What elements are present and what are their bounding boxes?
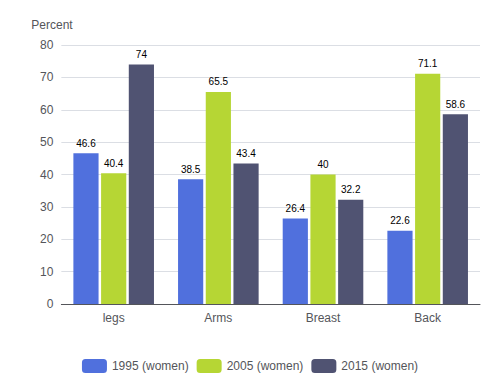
svg-text:38.5: 38.5: [181, 164, 201, 175]
svg-text:32.2: 32.2: [341, 184, 361, 195]
svg-text:40: 40: [317, 159, 329, 170]
svg-text:0: 0: [47, 297, 54, 311]
svg-text:Percent: Percent: [31, 18, 73, 32]
svg-text:26.4: 26.4: [286, 203, 306, 214]
svg-text:74: 74: [136, 49, 148, 60]
svg-text:46.6: 46.6: [76, 138, 96, 149]
svg-text:40: 40: [40, 168, 54, 182]
svg-text:80: 80: [40, 38, 54, 52]
svg-text:70: 70: [40, 70, 54, 84]
svg-text:2015 (women): 2015 (women): [341, 359, 418, 373]
svg-text:1995 (women): 1995 (women): [112, 359, 189, 373]
svg-text:30: 30: [40, 200, 54, 214]
svg-text:Arms: Arms: [204, 311, 232, 325]
svg-text:Breast: Breast: [306, 311, 341, 325]
svg-text:50: 50: [40, 135, 54, 149]
svg-text:58.6: 58.6: [446, 99, 466, 110]
svg-text:43.4: 43.4: [236, 148, 256, 159]
svg-text:20: 20: [40, 232, 54, 246]
svg-text:71.1: 71.1: [418, 58, 438, 69]
svg-text:40.4: 40.4: [104, 158, 124, 169]
svg-text:65.5: 65.5: [209, 76, 229, 87]
svg-text:60: 60: [40, 103, 54, 117]
svg-text:Back: Back: [414, 311, 442, 325]
svg-text:22.6: 22.6: [390, 215, 410, 226]
svg-text:10: 10: [40, 265, 54, 279]
svg-text:2005 (women): 2005 (women): [227, 359, 304, 373]
svg-text:legs: legs: [103, 311, 125, 325]
